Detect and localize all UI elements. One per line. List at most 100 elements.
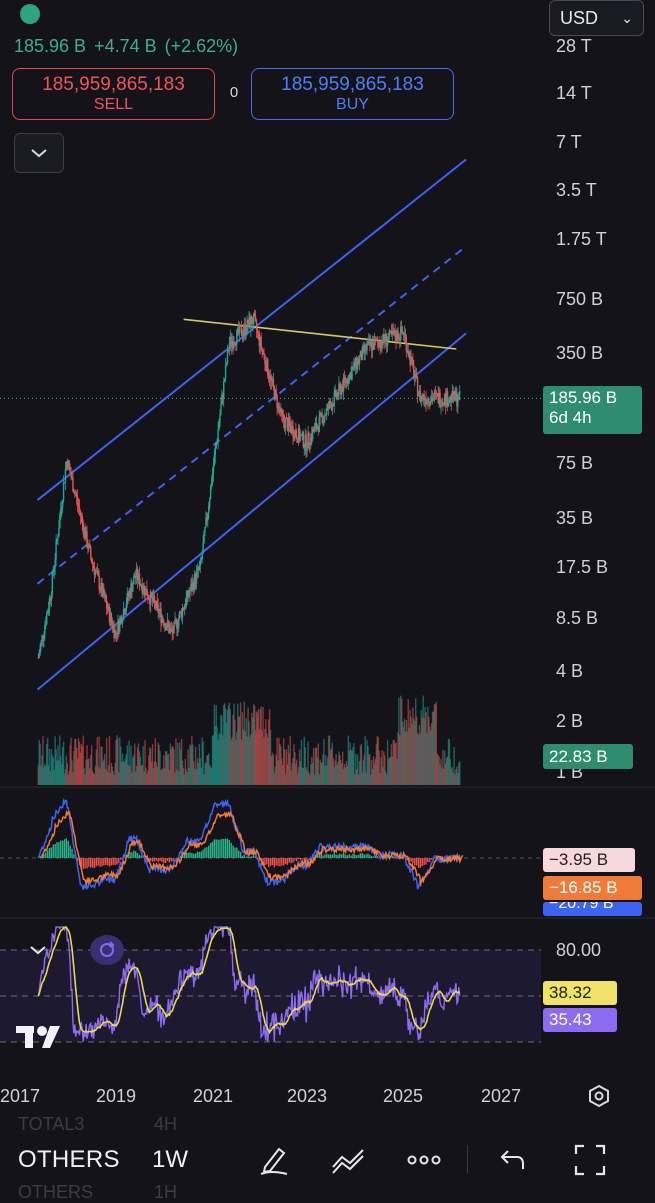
candle-body: [406, 350, 408, 352]
buy-button[interactable]: 185,959,865,183 BUY: [251, 68, 454, 120]
more-button[interactable]: [400, 1136, 448, 1184]
candle-body: [312, 428, 315, 432]
candle-body: [428, 397, 430, 403]
candle-body: [212, 465, 215, 474]
candle-body: [435, 392, 438, 394]
volume-bar: [346, 765, 349, 785]
volume-bar: [231, 737, 233, 785]
candle-body: [160, 608, 162, 623]
candle-body: [153, 596, 156, 602]
price-chart[interactable]: [0, 0, 655, 1120]
candle-body: [152, 596, 155, 602]
candle-body: [61, 500, 64, 507]
volume-bar: [364, 736, 366, 785]
candle-body: [77, 504, 80, 508]
volume-bar: [270, 756, 273, 785]
candle-body: [437, 393, 439, 404]
drawing-tool-button[interactable]: [250, 1136, 298, 1184]
volume-bar: [132, 756, 134, 785]
candle-body: [376, 338, 379, 342]
sell-button[interactable]: 185,959,865,183 SELL: [12, 68, 215, 120]
volume-bar: [78, 741, 81, 785]
collapse-pane-button[interactable]: [20, 936, 56, 964]
volume-bar: [259, 709, 261, 785]
candle-body: [223, 381, 225, 399]
candle-body: [39, 646, 41, 654]
currency-select[interactable]: USD ⌄: [549, 0, 644, 36]
volume-bar: [255, 711, 258, 785]
symbol-selector[interactable]: OTHERS: [18, 1146, 120, 1173]
collapse-legend-button[interactable]: [14, 133, 64, 173]
volume-bar: [454, 773, 456, 785]
volume-bar: [455, 769, 457, 785]
volume-bar: [446, 756, 449, 785]
volume-bar: [247, 707, 249, 785]
volume-bar: [283, 749, 286, 785]
candle-body: [432, 397, 435, 401]
candle-body: [208, 499, 211, 507]
volume-bar: [421, 717, 423, 785]
undo-button[interactable]: [488, 1136, 536, 1184]
volume-bar: [280, 746, 282, 785]
indicators-button[interactable]: [324, 1136, 372, 1184]
candle-body: [371, 342, 374, 351]
candle-body: [131, 583, 133, 592]
volume-bar: [402, 727, 405, 785]
volume-bar: [219, 732, 221, 785]
candle-body: [223, 378, 226, 382]
volume-bar: [378, 750, 380, 785]
candle-body: [92, 563, 95, 568]
candle-body: [418, 390, 421, 395]
candle-body: [55, 541, 57, 560]
candle-body: [49, 598, 52, 601]
market-status-dot: [20, 4, 40, 24]
volume-bar: [395, 742, 397, 785]
chevron-down-icon: [30, 946, 46, 955]
volume-bar: [90, 754, 92, 785]
volume-bar: [67, 774, 69, 785]
candle-body: [60, 509, 62, 516]
candle-body: [291, 425, 293, 434]
candle-body: [388, 330, 391, 337]
replay-button[interactable]: [90, 935, 124, 965]
volume-bar: [75, 747, 78, 785]
volume-bar: [72, 772, 74, 785]
candle-body: [97, 571, 99, 576]
timeframe-selector[interactable]: 1W: [152, 1146, 188, 1173]
candle-body: [143, 585, 145, 591]
volume-bar: [407, 699, 409, 785]
volume-bar: [87, 759, 89, 785]
candle-body: [246, 319, 248, 333]
volume-bar: [149, 748, 152, 785]
candle-body: [218, 422, 220, 429]
spread-value: 0: [229, 84, 239, 101]
volume-bar: [337, 761, 339, 785]
volume-bar: [171, 746, 173, 785]
candle-body: [233, 343, 235, 348]
candle-body: [114, 630, 116, 638]
candle-body: [216, 440, 218, 444]
candle-body: [85, 530, 87, 539]
volume-bar: [123, 761, 126, 785]
volume-bar: [210, 767, 213, 785]
candle-body: [307, 432, 309, 449]
volume-bar: [394, 743, 396, 785]
volume-bar: [339, 755, 341, 785]
chart-settings-button[interactable]: [585, 1082, 613, 1110]
candle-body: [390, 331, 393, 335]
volume-bar: [212, 735, 215, 785]
volume-bar: [396, 758, 398, 785]
price-tick: 1.75 T: [556, 229, 607, 249]
candle-body: [384, 340, 386, 342]
candle-body: [222, 394, 224, 399]
candle-body: [420, 396, 423, 402]
candle-body: [105, 601, 108, 609]
candle-body: [356, 357, 358, 370]
fullscreen-button[interactable]: [566, 1136, 614, 1184]
candle-body: [144, 585, 146, 596]
volume-bar: [359, 745, 362, 785]
volume-bar: [334, 760, 336, 785]
volume-bar: [399, 734, 401, 785]
candle-body: [370, 341, 372, 346]
currency-label: USD: [560, 7, 599, 28]
